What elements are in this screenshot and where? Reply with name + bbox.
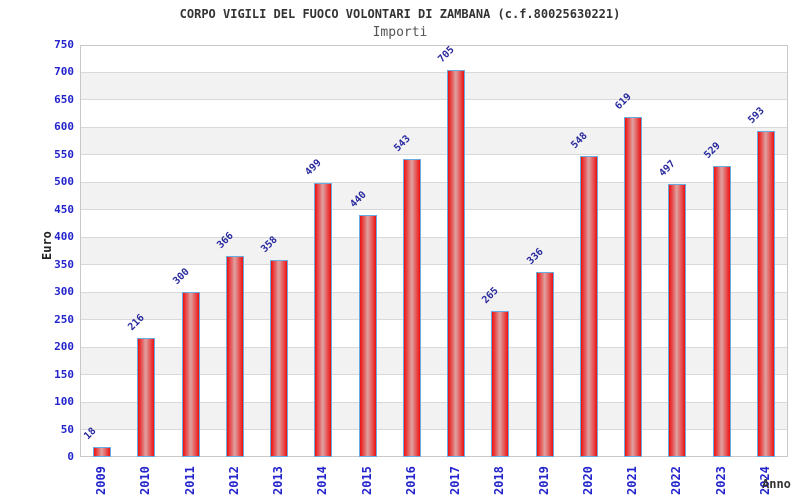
bar-value-label: 497 — [657, 158, 679, 179]
y-tick-label: 750 — [54, 38, 74, 51]
y-tick-label: 300 — [54, 285, 74, 299]
plot-band — [81, 72, 787, 100]
x-tick-label: 2018 — [492, 466, 507, 495]
bar-value-label: 705 — [436, 44, 457, 65]
bar — [270, 260, 289, 457]
bar — [712, 166, 731, 457]
bar-value-label: 300 — [170, 266, 192, 288]
x-tick-label: 2023 — [713, 466, 728, 495]
bar — [624, 116, 643, 457]
y-tick-label: 550 — [54, 147, 74, 161]
bar — [447, 69, 466, 457]
y-tick-label: 700 — [54, 65, 74, 79]
gridline — [81, 319, 787, 321]
gridline — [81, 181, 787, 183]
y-tick-label: 250 — [54, 312, 74, 326]
x-tick-label: 2012 — [226, 466, 241, 495]
bar — [579, 155, 598, 457]
y-tick-label: 150 — [54, 367, 74, 381]
x-tick-label: 2020 — [580, 466, 595, 495]
x-tick-label: 2014 — [315, 466, 330, 495]
y-tick-label: 400 — [54, 230, 74, 244]
gridline — [81, 374, 787, 376]
y-tick-label: 650 — [54, 92, 74, 106]
y-tick-label: 200 — [54, 340, 74, 354]
bar — [402, 158, 421, 457]
bar — [535, 272, 554, 457]
x-tick-label: 2015 — [359, 466, 374, 495]
gridline — [81, 401, 787, 403]
chart-title: CORPO VIGILI DEL FUOCO VOLONTARI DI ZAMB… — [179, 7, 621, 21]
gridline — [81, 291, 787, 293]
bar — [668, 183, 687, 457]
gridline — [81, 346, 787, 348]
bar-value-label: 499 — [303, 157, 325, 178]
y-tick-label: 450 — [54, 202, 74, 216]
y-axis-label: Euro — [40, 231, 54, 260]
bar — [137, 338, 156, 457]
x-tick-label: 2022 — [669, 466, 684, 495]
bar — [491, 311, 510, 457]
gridline — [81, 264, 787, 266]
gridline — [81, 44, 787, 46]
gridline — [81, 154, 787, 156]
y-tick-label: 50 — [60, 422, 74, 436]
y-tick-label: 350 — [54, 257, 74, 271]
x-tick-label: 2013 — [271, 466, 286, 495]
bar — [225, 255, 244, 457]
chart-subtitle: Importi — [372, 25, 428, 40]
gridline — [81, 71, 787, 73]
x-tick-label: 2019 — [536, 466, 551, 495]
bar — [358, 215, 377, 457]
plot-band — [81, 127, 787, 155]
x-tick-label: 2010 — [138, 466, 153, 495]
gridline — [81, 99, 787, 101]
gridline — [81, 236, 787, 238]
x-tick-label: 2017 — [448, 466, 463, 495]
bar — [314, 182, 333, 457]
y-tick-label: 600 — [54, 120, 74, 134]
bar — [181, 292, 200, 457]
x-tick-label: 2011 — [182, 466, 197, 495]
y-tick-label: 100 — [54, 395, 74, 409]
x-tick-label: 2009 — [94, 466, 109, 495]
bar — [756, 131, 775, 457]
gridline — [81, 126, 787, 128]
bar — [93, 447, 112, 457]
x-axis-label: Anno — [762, 477, 791, 491]
bar-value-label: 593 — [746, 105, 767, 127]
gridline — [81, 429, 787, 431]
y-tick-label: 0 — [67, 450, 74, 463]
y-tick-label: 500 — [54, 175, 74, 189]
x-tick-label: 2021 — [625, 466, 640, 495]
gridline — [81, 209, 787, 211]
x-tick-label: 2016 — [403, 466, 418, 495]
